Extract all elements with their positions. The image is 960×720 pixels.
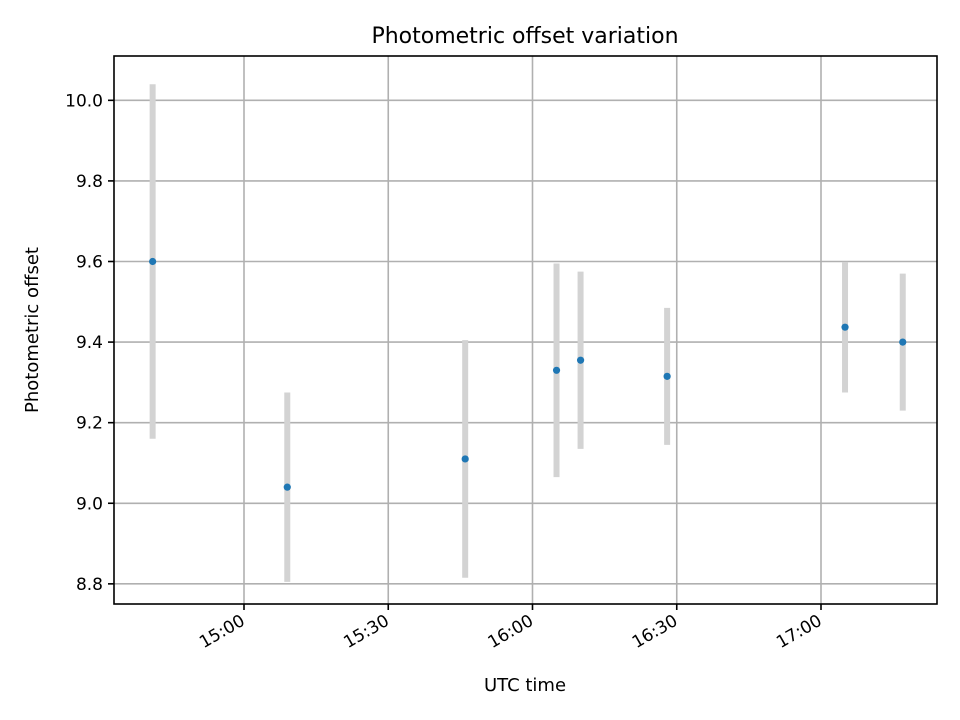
y-axis-label: Photometric offset <box>22 247 43 413</box>
plot-frame <box>113 55 938 605</box>
tick-layer: 15:00 15:30 16:00 16:30 17:00 8.8 9.0 9.2 9.4 9.6… <box>65 91 825 653</box>
data-point <box>841 323 849 331</box>
y-tick-label: 9.8 <box>76 172 103 192</box>
y-tick-label: 9.0 <box>76 494 103 514</box>
data-point <box>663 372 671 380</box>
x-tick-label: 17:00 <box>773 611 825 653</box>
x-tick-label: 16:00 <box>485 611 537 653</box>
data-point <box>461 455 469 463</box>
data-point <box>283 483 291 491</box>
y-tick-label: 8.8 <box>76 575 103 595</box>
x-tick-label: 16:30 <box>629 611 681 653</box>
grid-layer <box>114 56 937 604</box>
x-tick-label: 15:30 <box>340 611 392 653</box>
data-point <box>576 356 585 364</box>
y-tick-label: 9.6 <box>76 253 103 273</box>
y-tick-label: 9.4 <box>76 333 103 353</box>
data-layer <box>149 84 907 582</box>
chart-title: Photometric offset variation <box>371 24 678 49</box>
y-tick-label: 9.2 <box>76 414 103 434</box>
y-tick-label: 10.0 <box>65 91 103 111</box>
x-axis-label: UTC time <box>484 675 566 696</box>
data-point <box>149 257 157 266</box>
x-tick-label: 15:00 <box>196 611 248 653</box>
data-point <box>552 366 561 374</box>
data-point <box>899 338 907 346</box>
